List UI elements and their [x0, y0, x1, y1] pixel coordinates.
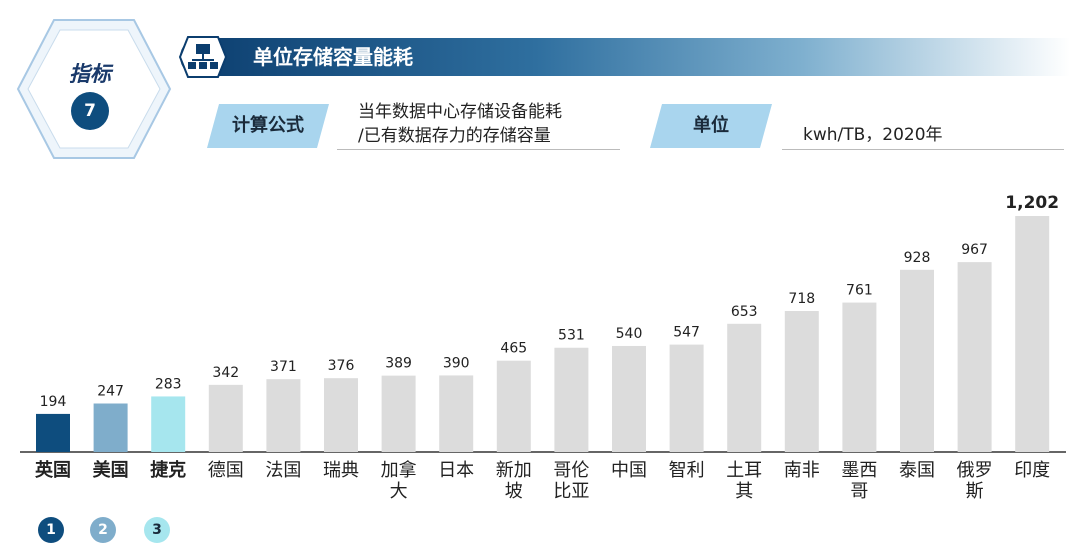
- indicator-number: 7: [84, 101, 96, 121]
- bar-5: [324, 378, 358, 452]
- unit-underline: [782, 149, 1064, 150]
- category-label-15: 泰国: [899, 460, 935, 481]
- category-label-10: 中国: [611, 460, 647, 481]
- bar-7: [439, 375, 474, 452]
- data-label-3: 342: [212, 365, 239, 381]
- formula-text-line2: /已有数据存力的存储容量: [358, 126, 551, 146]
- data-label-5: 376: [328, 358, 355, 374]
- bar-9: [554, 347, 589, 452]
- bar-3: [208, 384, 243, 452]
- unit-text: kwh/TB，2020年: [803, 125, 943, 145]
- page-title: 单位存储容量能耗: [253, 45, 413, 69]
- data-label-10: 540: [616, 326, 643, 342]
- formula-text-line1: 当年数据中心存储设备能耗: [358, 102, 562, 122]
- category-label-3: 德国: [208, 460, 244, 481]
- category-label-4: 法国: [265, 460, 301, 481]
- bar-17: [1015, 216, 1050, 452]
- bar-16: [957, 262, 992, 452]
- bar-13: [784, 311, 819, 452]
- category-label-9-line0: 哥伦: [553, 460, 589, 481]
- indicator-hexagon-badge: [16, 19, 172, 159]
- data-label-11: 547: [673, 325, 700, 341]
- bar-2: [151, 396, 186, 452]
- category-label-8-line1: 坡: [505, 481, 523, 502]
- category-label-17: 印度: [1014, 460, 1050, 481]
- category-label-13: 南非: [784, 460, 820, 481]
- rank-badge-2: 2: [90, 517, 116, 543]
- category-label-11: 智利: [669, 460, 705, 481]
- data-label-17: 1,202: [1005, 193, 1059, 213]
- category-label-2: 捷克: [150, 459, 186, 481]
- indicator-label: 指标: [69, 62, 111, 86]
- category-label-0: 英国: [34, 459, 71, 481]
- unit-tag: 单位: [650, 104, 772, 148]
- network-icon: [178, 36, 228, 78]
- bar-0: [36, 413, 70, 452]
- data-label-13: 718: [788, 291, 815, 307]
- category-label-6-line1: 大: [390, 481, 408, 502]
- category-label-5: 瑞典: [323, 460, 359, 481]
- bar-4: [266, 379, 301, 452]
- category-label-14-line1: 哥: [850, 481, 868, 502]
- category-label-12-line1: 其: [735, 481, 753, 502]
- data-label-16: 967: [961, 242, 988, 258]
- formula-tag: 计算公式: [207, 104, 329, 148]
- bar-15: [900, 269, 934, 452]
- title-bar: [180, 38, 1070, 76]
- rank-badge-3: 3: [144, 517, 170, 543]
- data-label-15: 928: [904, 250, 931, 266]
- bar-1: [93, 403, 128, 452]
- bar-6: [381, 375, 416, 452]
- data-label-7: 390: [443, 355, 470, 371]
- bar-8: [496, 360, 531, 452]
- category-label-7: 日本: [438, 460, 474, 481]
- data-label-6: 389: [385, 356, 412, 372]
- data-label-4: 371: [270, 359, 297, 375]
- data-label-14: 761: [846, 283, 873, 299]
- category-label-9-line1: 比亚: [553, 481, 589, 502]
- data-label-9: 531: [558, 328, 585, 344]
- bar-14: [842, 302, 877, 452]
- data-label-0: 194: [40, 394, 67, 410]
- category-label-14-line0: 墨西: [841, 460, 877, 481]
- data-label-1: 247: [97, 384, 124, 400]
- category-label-16-line1: 斯: [966, 481, 984, 502]
- category-label-8-line0: 新加: [496, 460, 532, 481]
- category-label-1: 美国: [93, 459, 129, 481]
- bar-10: [612, 345, 646, 452]
- data-label-8: 465: [500, 341, 527, 357]
- category-label-12-line0: 土耳: [726, 460, 762, 481]
- data-label-2: 283: [155, 376, 182, 392]
- data-label-12: 653: [731, 304, 758, 320]
- bar-chart: 194 英国 247 美国 283 捷克 342 德国 371 法国 376 瑞典 389 加拿大 390 日…: [20, 193, 1066, 502]
- bar-12: [727, 323, 762, 452]
- rank-badge-1: 1: [38, 517, 64, 543]
- category-label-16-line0: 俄罗: [957, 460, 993, 481]
- bar-11: [669, 344, 704, 452]
- category-label-6-line0: 加拿: [381, 459, 417, 481]
- formula-underline: [337, 149, 620, 150]
